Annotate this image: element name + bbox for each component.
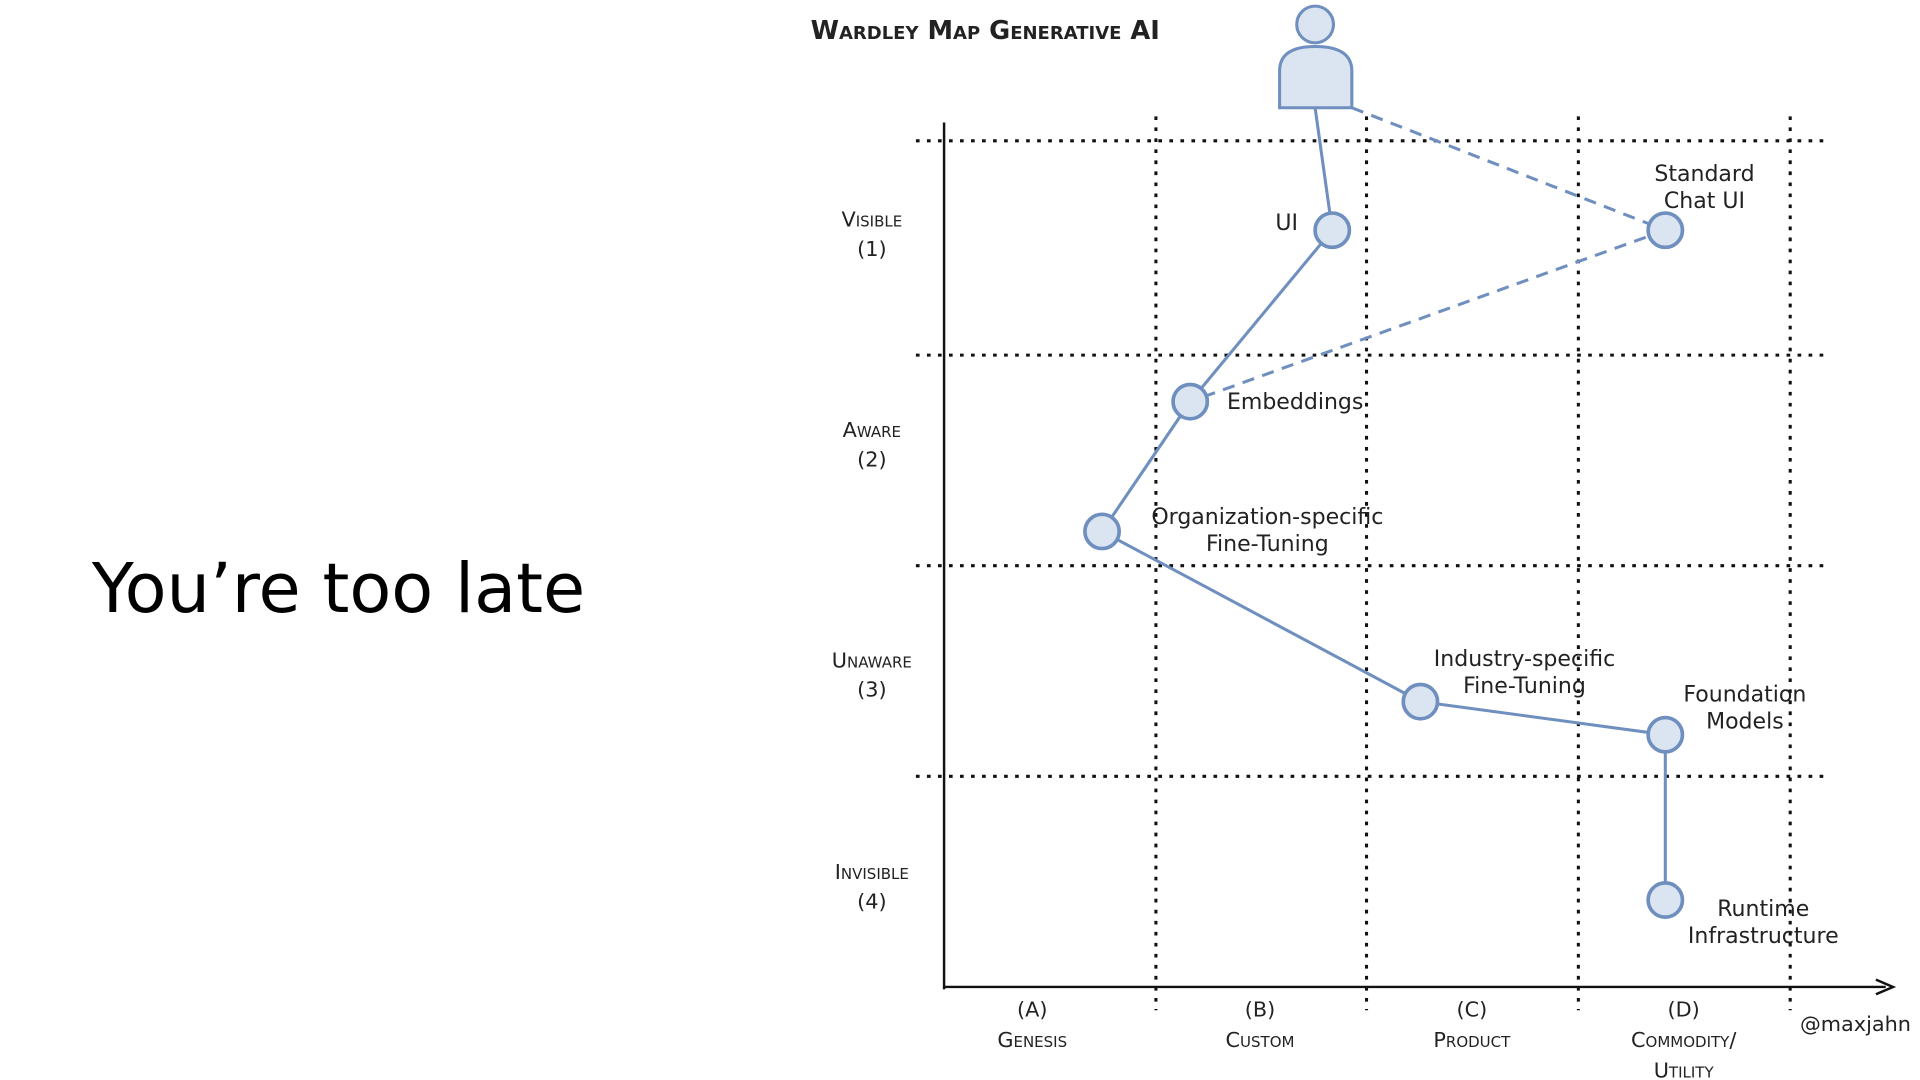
credit: @maxjahn xyxy=(1800,1012,1911,1036)
component-label: Fine-Tuning xyxy=(1206,532,1329,557)
row-number: (1) xyxy=(857,237,886,261)
slide-title: You’re too late xyxy=(91,549,585,629)
component-label: Organization-specific xyxy=(1151,505,1383,530)
column-letter: (C) xyxy=(1456,997,1487,1021)
dependency-dashed xyxy=(1351,106,1666,232)
component-label: Foundation xyxy=(1683,683,1806,708)
component-label: Infrastructure xyxy=(1688,924,1839,949)
component-node xyxy=(1646,881,1685,919)
row-label: Invisible xyxy=(835,860,909,884)
component-label: Fine-Tuning xyxy=(1463,674,1586,699)
column-letter: (D) xyxy=(1668,997,1700,1021)
column-label: Product xyxy=(1433,1028,1511,1052)
component-label: UI xyxy=(1275,211,1298,236)
component-node xyxy=(1401,682,1440,721)
map-title: Wardley Map Generative AI xyxy=(811,16,1160,46)
component-label: Runtime xyxy=(1717,897,1809,922)
component-label: Embeddings xyxy=(1227,390,1363,415)
component-node xyxy=(1646,715,1685,754)
user-icon xyxy=(1278,4,1354,110)
x-axis-arrow xyxy=(1875,978,1897,996)
component-label: Models xyxy=(1706,710,1784,735)
column-label: Commodity/ xyxy=(1631,1028,1736,1052)
column-label: Utility xyxy=(1654,1059,1715,1080)
component-node xyxy=(1313,211,1352,250)
column-label: Custom xyxy=(1226,1028,1295,1052)
dependency xyxy=(1101,530,1422,703)
row-label: Unaware xyxy=(832,648,912,672)
component-label: Chat UI xyxy=(1664,189,1745,214)
row-number: (4) xyxy=(857,890,886,914)
dependency xyxy=(1100,400,1192,533)
row-number: (2) xyxy=(857,448,886,472)
dependency-dashed xyxy=(1189,228,1666,404)
row-number: (3) xyxy=(857,678,886,702)
component-node xyxy=(1171,382,1210,421)
column-letter: (B) xyxy=(1245,997,1276,1021)
component-node xyxy=(1646,211,1685,250)
component-label: Standard xyxy=(1654,162,1754,187)
row-label: Visible xyxy=(841,208,902,232)
dependency xyxy=(1420,700,1666,737)
dependency xyxy=(1189,229,1334,403)
column-label: Genesis xyxy=(997,1028,1067,1052)
dependency xyxy=(1313,107,1334,231)
row-label: Aware xyxy=(843,418,901,442)
user-body xyxy=(1278,44,1354,110)
component-label: Industry-specific xyxy=(1434,647,1615,672)
user-head xyxy=(1295,4,1335,45)
component-node xyxy=(1083,512,1122,551)
column-letter: (A) xyxy=(1017,997,1047,1021)
